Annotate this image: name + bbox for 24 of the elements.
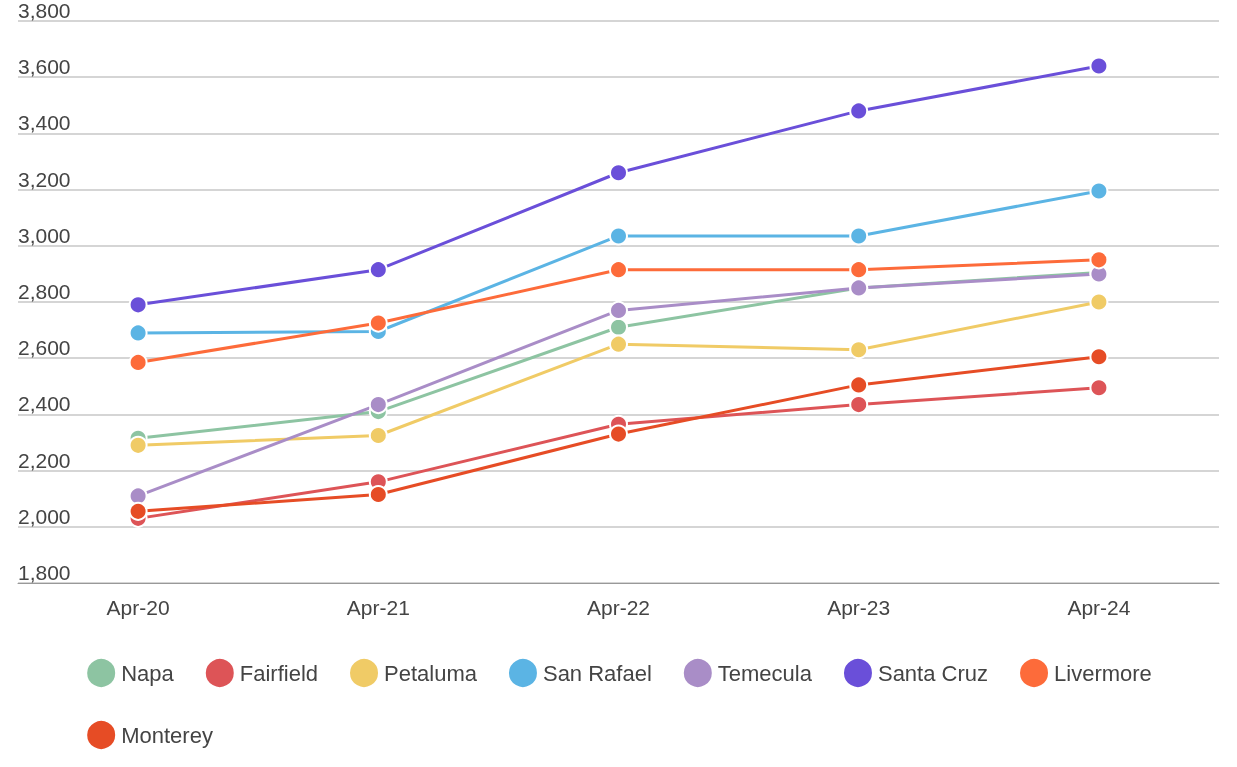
legend-label: Napa xyxy=(121,660,175,686)
x-tick-label: Apr-24 xyxy=(1067,596,1131,619)
y-tick-label: 2,200 xyxy=(18,448,71,472)
y-tick-label: 3,400 xyxy=(18,111,71,135)
x-tick-label: Apr-21 xyxy=(346,596,410,619)
y-tick-label: 3,800 xyxy=(18,0,71,22)
legend-label: Fairfield xyxy=(239,660,319,686)
legend-label: Livermore xyxy=(1054,660,1152,686)
legend-label: Monterey xyxy=(121,722,213,748)
x-tick-label: Apr-23 xyxy=(827,596,891,619)
x-tick-label: Apr-22 xyxy=(586,596,651,619)
y-tick-label: 2,800 xyxy=(18,280,71,303)
legend-label: San Rafael xyxy=(542,660,652,686)
y-tick-label: 2,000 xyxy=(18,504,71,528)
legend-label: Santa Cruz xyxy=(877,660,989,686)
y-tick-label: 3,000 xyxy=(18,223,71,247)
legend-label: Petaluma xyxy=(384,660,478,686)
y-tick-label: 3,200 xyxy=(18,167,71,191)
x-tick-label: Apr-20 xyxy=(106,596,170,619)
y-tick-label: 3,600 xyxy=(18,55,71,79)
y-tick-label: 2,400 xyxy=(18,392,71,416)
y-tick-label: 1,800 xyxy=(18,561,71,584)
y-tick-label: 2,600 xyxy=(18,336,71,360)
legend-label: Temecula xyxy=(717,660,813,686)
